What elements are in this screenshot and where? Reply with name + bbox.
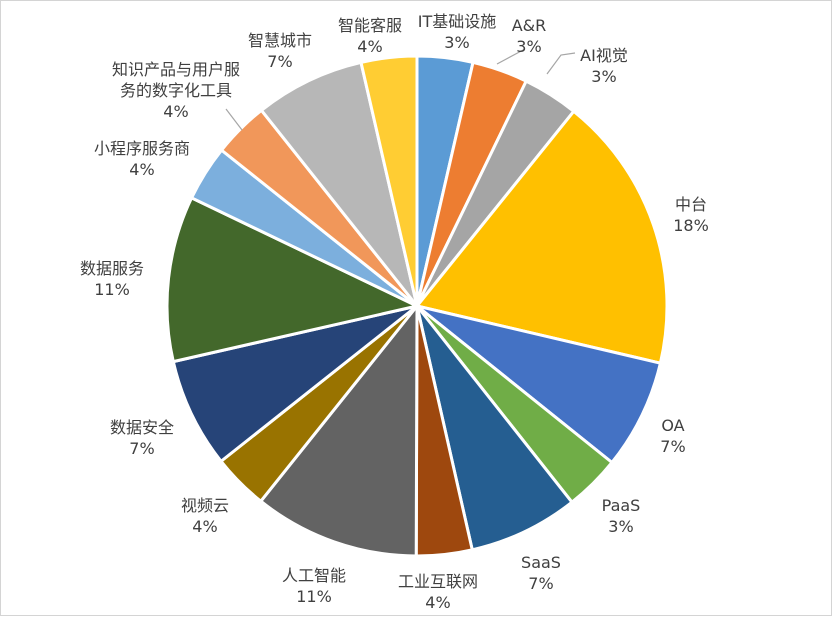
data-label-percent: 7% xyxy=(528,574,553,593)
data-label-category: 数据服务 xyxy=(80,259,144,278)
pie-slice-cat-11 xyxy=(165,196,419,364)
data-label: A&R 3% xyxy=(512,16,547,56)
data-label-category: 数据安全 xyxy=(110,418,174,437)
data-label-category: 视频云 xyxy=(181,496,229,515)
data-label-percent: 7% xyxy=(660,437,685,456)
leader-line xyxy=(225,108,243,131)
data-label-percent: 18% xyxy=(673,216,709,235)
leader-line xyxy=(496,48,526,65)
data-label-category: OA xyxy=(661,416,684,435)
data-label: 数据安全 7% xyxy=(110,418,174,458)
data-label-percent: 3% xyxy=(516,37,541,56)
pie-slices xyxy=(165,54,669,558)
pie-slice-cat-14 xyxy=(259,60,419,308)
data-label-category: PaaS xyxy=(602,496,641,515)
data-label-category: SaaS xyxy=(521,553,561,572)
leader-lines xyxy=(225,48,576,131)
data-label: 人工智能 11% xyxy=(282,566,346,606)
pie-slice-cat-8 xyxy=(259,304,419,558)
data-label-category: 智能客服 xyxy=(338,16,402,35)
data-label: 小程序服务商 4% xyxy=(94,139,190,179)
pie-slice-cat-3 xyxy=(415,109,669,365)
data-label: 中台 18% xyxy=(673,195,709,235)
data-label-percent: 4% xyxy=(163,102,188,121)
data-label-percent: 4% xyxy=(357,37,382,56)
data-label-percent: 4% xyxy=(192,517,217,536)
leader-line xyxy=(546,52,576,75)
data-label-category: A&R xyxy=(512,16,547,35)
pie-slice-cat-10 xyxy=(171,304,419,463)
data-label: 智慧城市 7% xyxy=(248,31,312,71)
data-label-category: AI视觉 xyxy=(580,46,628,65)
data-label-category: 智慧城市 xyxy=(248,31,312,50)
data-label: 工业互联网 4% xyxy=(398,572,478,612)
pie-slice-oa xyxy=(415,304,662,464)
data-label-category: IT基础设施 xyxy=(418,12,497,31)
data-label-category: 小程序服务商 xyxy=(94,139,190,158)
data-label-percent: 11% xyxy=(296,587,332,606)
data-label-percent: 7% xyxy=(129,439,154,458)
data-label: OA 7% xyxy=(660,416,685,456)
pie-slice-saas xyxy=(415,304,574,552)
data-label-percent: 7% xyxy=(267,52,292,71)
data-label-percent: 3% xyxy=(591,67,616,86)
data-label: 智能客服 4% xyxy=(338,16,402,56)
data-labels: IT基础设施 3% A&R 3% AI视觉 3% 中台 18% OA 7% PaaS 3% SaaS 7%… xyxy=(80,12,709,612)
data-label: 知识产品与用户服务的数字化工具 4% xyxy=(112,60,240,121)
data-label-category: 人工智能 xyxy=(282,566,346,585)
data-label: IT基础设施 3% xyxy=(418,12,497,52)
data-label-category: 工业互联网 xyxy=(398,572,478,591)
data-label-percent: 3% xyxy=(444,33,469,52)
data-label-percent: 11% xyxy=(94,280,130,299)
data-label: 视频云 4% xyxy=(181,496,229,536)
data-label-percent: 4% xyxy=(129,160,154,179)
data-label-percent: 3% xyxy=(608,517,633,536)
data-label-category: 中台 xyxy=(675,195,707,214)
data-label-category: 务的数字化工具 xyxy=(120,81,232,100)
data-label: 数据服务 11% xyxy=(80,259,144,299)
data-label-percent: 4% xyxy=(425,593,450,612)
data-label: PaaS 3% xyxy=(602,496,641,536)
data-label: SaaS 7% xyxy=(521,553,561,593)
data-label-category: 知识产品与用户服 xyxy=(112,60,240,79)
data-label: AI视觉 3% xyxy=(580,46,628,86)
pie-slice-cat-15 xyxy=(359,54,419,308)
